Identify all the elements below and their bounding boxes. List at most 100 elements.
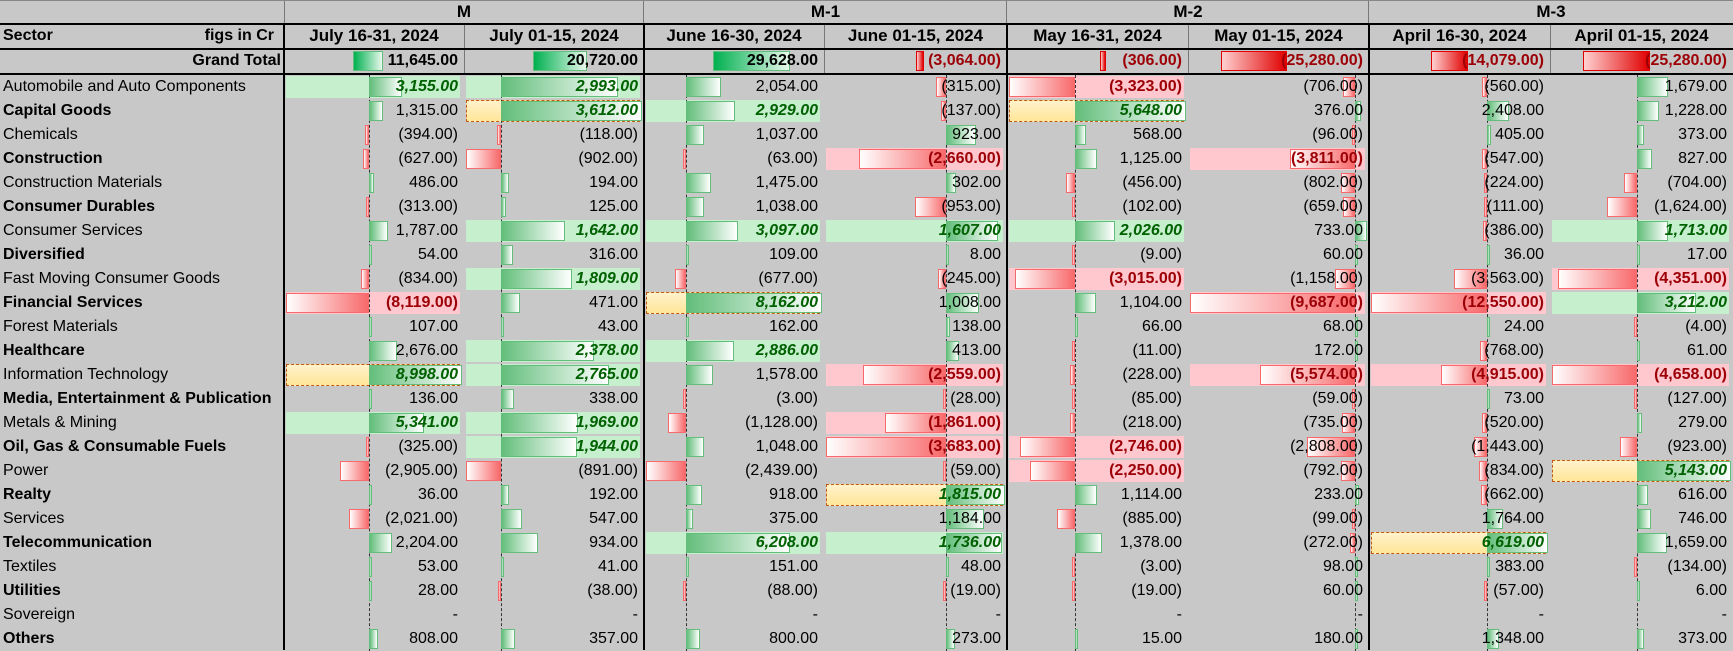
value-cell[interactable]: 6,619.00: [1481, 534, 1544, 551]
value-cell[interactable]: (2,746.00): [1109, 438, 1182, 455]
value-cell[interactable]: (19.00): [950, 582, 1001, 599]
value-cell[interactable]: 1,008.00: [938, 294, 1001, 311]
value-cell[interactable]: 3,212.00: [1664, 294, 1727, 311]
value-cell[interactable]: (923.00): [1667, 438, 1727, 455]
value-cell[interactable]: 3,612.00: [575, 102, 638, 119]
value-cell[interactable]: 918.00: [769, 486, 818, 503]
value-cell[interactable]: 1,114.00: [1120, 486, 1182, 503]
value-cell[interactable]: (85.00): [1131, 390, 1182, 407]
value-cell[interactable]: 138.00: [952, 318, 1001, 335]
value-cell[interactable]: 6.00: [1695, 582, 1727, 599]
value-cell[interactable]: 1,048.00: [755, 438, 818, 455]
value-cell[interactable]: (2,808.00): [1290, 438, 1363, 455]
value-cell[interactable]: (3,683.00): [928, 438, 1001, 455]
value-cell[interactable]: -: [995, 606, 1001, 623]
value-cell[interactable]: (9.00): [1140, 246, 1182, 263]
value-cell[interactable]: -: [452, 606, 458, 623]
value-cell[interactable]: 733.00: [1314, 222, 1363, 239]
value-cell[interactable]: (5,574.00): [1290, 366, 1363, 383]
value-cell[interactable]: (19.00): [1131, 582, 1182, 599]
value-cell[interactable]: (704.00): [1667, 174, 1727, 191]
value-cell[interactable]: (891.00): [578, 462, 638, 479]
value-cell[interactable]: 24.00: [1503, 318, 1544, 335]
value-cell[interactable]: 934.00: [589, 534, 638, 551]
value-cell[interactable]: 413.00: [952, 342, 1001, 359]
value-cell[interactable]: 8,998.00: [395, 366, 458, 383]
value-cell[interactable]: 1,944.00: [575, 438, 638, 455]
value-cell[interactable]: 2,676.00: [395, 342, 458, 359]
value-cell[interactable]: 2,054.00: [755, 78, 818, 95]
value-cell[interactable]: (3,323.00): [1109, 78, 1182, 95]
value-cell[interactable]: 373.00: [1678, 630, 1727, 647]
value-cell[interactable]: (2,439.00): [745, 462, 818, 479]
value-cell[interactable]: (127.00): [1667, 390, 1727, 407]
value-cell[interactable]: 98.00: [1322, 558, 1363, 575]
value-cell[interactable]: 68.00: [1322, 318, 1363, 335]
value-cell[interactable]: (802.00): [1303, 174, 1363, 191]
value-cell[interactable]: 1,764.00: [1481, 510, 1544, 527]
value-cell[interactable]: (3.00): [776, 390, 818, 407]
value-cell[interactable]: 1,125.00: [1119, 150, 1182, 167]
value-cell[interactable]: 2,929.00: [755, 102, 818, 119]
value-cell[interactable]: (834.00): [1484, 462, 1544, 479]
value-cell[interactable]: 2,993.00: [575, 78, 638, 95]
value-cell[interactable]: (1,443.00): [1471, 438, 1544, 455]
value-cell[interactable]: 8,162.00: [755, 294, 818, 311]
value-cell[interactable]: 923.00: [952, 126, 1001, 143]
value-cell[interactable]: 2,378.00: [575, 342, 638, 359]
value-cell[interactable]: 1,104.00: [1119, 294, 1182, 311]
value-cell[interactable]: 616.00: [1678, 486, 1727, 503]
value-cell[interactable]: 376.00: [1314, 102, 1363, 119]
value-cell[interactable]: 1,679.00: [1664, 78, 1727, 95]
value-cell[interactable]: (28.00): [950, 390, 1001, 407]
value-cell[interactable]: (4.00): [1685, 318, 1727, 335]
value-cell[interactable]: (394.00): [398, 126, 458, 143]
value-cell[interactable]: (111.00): [1486, 198, 1544, 215]
value-cell[interactable]: (456.00): [1122, 174, 1182, 191]
value-cell[interactable]: 2,886.00: [755, 342, 818, 359]
value-cell[interactable]: (325.00): [398, 438, 458, 455]
value-cell[interactable]: (706.00): [1303, 78, 1363, 95]
value-cell[interactable]: 1,348.00: [1481, 630, 1544, 647]
value-cell[interactable]: 471.00: [589, 294, 638, 311]
value-cell[interactable]: 357.00: [589, 630, 638, 647]
value-cell[interactable]: 1,315.00: [395, 102, 458, 119]
value-cell[interactable]: (2,660.00): [928, 150, 1001, 167]
value-cell[interactable]: 8.00: [969, 246, 1001, 263]
value-cell[interactable]: (792.00): [1303, 462, 1363, 479]
value-cell[interactable]: 180.00: [1314, 630, 1363, 647]
value-cell[interactable]: 1,037.00: [755, 126, 818, 143]
value-cell[interactable]: 1,809.00: [575, 270, 638, 287]
value-cell[interactable]: 61.00: [1686, 342, 1727, 359]
value-cell[interactable]: (3,563.00): [1471, 270, 1544, 287]
value-cell[interactable]: (1,158.00): [1290, 270, 1363, 287]
value-cell[interactable]: (12,550.00): [1462, 294, 1544, 311]
value-cell[interactable]: 192.00: [589, 486, 638, 503]
value-cell[interactable]: (3.00): [1140, 558, 1182, 575]
value-cell[interactable]: -: [812, 606, 818, 623]
value-cell[interactable]: 2,408.00: [1481, 102, 1544, 119]
value-cell[interactable]: 48.00: [960, 558, 1001, 575]
value-cell[interactable]: 746.00: [1678, 510, 1727, 527]
value-cell[interactable]: (1,624.00): [1654, 198, 1727, 215]
value-cell[interactable]: -: [1721, 606, 1727, 623]
value-cell[interactable]: 1,578.00: [755, 366, 818, 383]
value-cell[interactable]: (102.00): [1122, 198, 1182, 215]
value-cell[interactable]: (57.00): [1493, 582, 1544, 599]
value-cell[interactable]: (768.00): [1484, 342, 1544, 359]
value-cell[interactable]: (386.00): [1484, 222, 1544, 239]
value-cell[interactable]: 54.00: [417, 246, 458, 263]
value-cell[interactable]: (59.00): [1312, 390, 1363, 407]
value-cell[interactable]: (547.00): [1484, 150, 1544, 167]
value-cell[interactable]: (953.00): [941, 198, 1001, 215]
value-cell[interactable]: 1,228.00: [1664, 102, 1727, 119]
value-cell[interactable]: (4,658.00): [1654, 366, 1727, 383]
value-cell[interactable]: (2,250.00): [1109, 462, 1182, 479]
value-cell[interactable]: 405.00: [1495, 126, 1544, 143]
value-cell[interactable]: 1,713.00: [1664, 222, 1727, 239]
value-cell[interactable]: (3,811.00): [1290, 150, 1363, 167]
value-cell[interactable]: -: [1357, 606, 1363, 623]
value-cell[interactable]: 1,475.00: [755, 174, 818, 191]
value-cell[interactable]: (2,905.00): [385, 462, 458, 479]
value-cell[interactable]: (2,021.00): [385, 510, 458, 527]
